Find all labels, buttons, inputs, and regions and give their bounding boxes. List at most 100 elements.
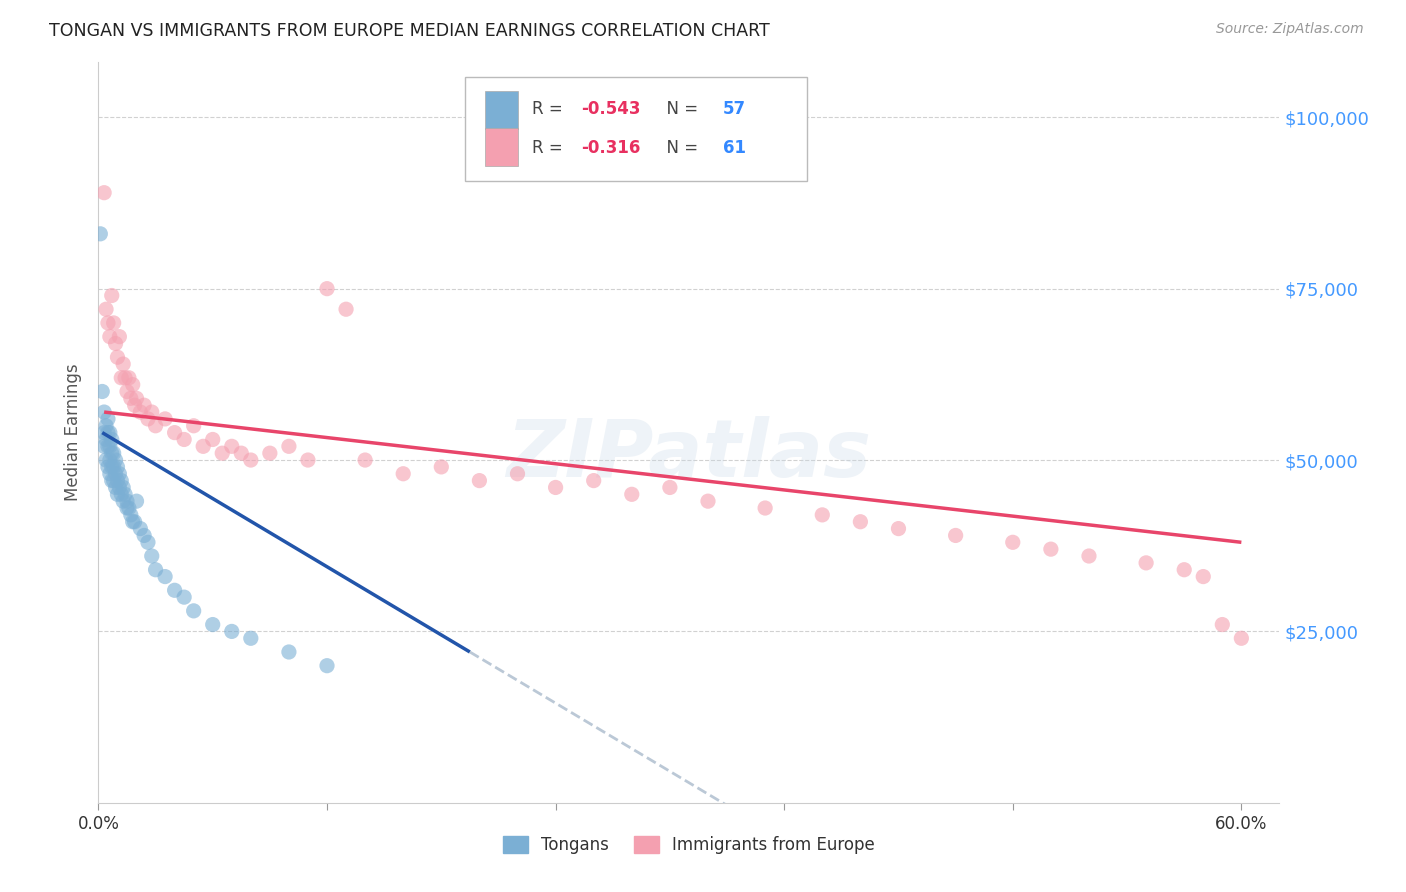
Point bbox=[221, 439, 243, 453]
Point bbox=[201, 433, 224, 447]
Point bbox=[93, 405, 115, 419]
Point bbox=[153, 569, 176, 583]
Point bbox=[129, 405, 152, 419]
Point bbox=[153, 412, 176, 426]
Point bbox=[94, 453, 117, 467]
Point bbox=[754, 501, 776, 516]
FancyBboxPatch shape bbox=[485, 128, 517, 166]
Point bbox=[277, 439, 299, 453]
Point bbox=[141, 405, 163, 419]
Point bbox=[145, 563, 167, 577]
Point bbox=[945, 528, 967, 542]
Point bbox=[114, 371, 136, 385]
Point bbox=[297, 453, 319, 467]
Point bbox=[100, 474, 122, 488]
Point bbox=[163, 583, 186, 598]
Point bbox=[887, 522, 910, 536]
Point bbox=[93, 439, 115, 453]
Point bbox=[118, 371, 141, 385]
Point bbox=[115, 494, 138, 508]
Point bbox=[108, 480, 131, 494]
Point bbox=[134, 398, 156, 412]
Point bbox=[94, 433, 117, 447]
Point bbox=[104, 467, 127, 481]
Point bbox=[697, 494, 720, 508]
Point bbox=[145, 418, 167, 433]
Point bbox=[1135, 556, 1157, 570]
Point bbox=[107, 459, 129, 474]
Point bbox=[259, 446, 281, 460]
Text: 57: 57 bbox=[723, 100, 747, 118]
Point bbox=[582, 474, 605, 488]
Point bbox=[98, 453, 121, 467]
Point bbox=[97, 316, 120, 330]
Point bbox=[107, 350, 129, 364]
Point bbox=[211, 446, 233, 460]
Point bbox=[114, 487, 136, 501]
Point bbox=[1078, 549, 1101, 563]
Point bbox=[124, 515, 146, 529]
Point bbox=[335, 302, 357, 317]
Point bbox=[658, 480, 681, 494]
Point bbox=[1001, 535, 1024, 549]
Point bbox=[239, 632, 262, 646]
Point bbox=[121, 377, 143, 392]
Point bbox=[115, 501, 138, 516]
Point bbox=[173, 433, 195, 447]
Point bbox=[91, 384, 114, 399]
Point bbox=[97, 459, 120, 474]
Point bbox=[98, 467, 121, 481]
Point bbox=[239, 453, 262, 467]
Point bbox=[183, 418, 205, 433]
Point bbox=[141, 549, 163, 563]
Point bbox=[125, 494, 148, 508]
Point bbox=[120, 392, 142, 406]
Point bbox=[112, 357, 135, 371]
Point bbox=[277, 645, 299, 659]
Point bbox=[112, 480, 135, 494]
Point bbox=[94, 418, 117, 433]
Point bbox=[124, 398, 146, 412]
Point bbox=[120, 508, 142, 522]
Point bbox=[183, 604, 205, 618]
Point bbox=[97, 425, 120, 440]
Point bbox=[100, 446, 122, 460]
Point bbox=[136, 535, 159, 549]
Point bbox=[316, 282, 339, 296]
Point bbox=[231, 446, 253, 460]
Point bbox=[173, 590, 195, 604]
Point bbox=[107, 487, 129, 501]
Point bbox=[316, 658, 339, 673]
Text: TONGAN VS IMMIGRANTS FROM EUROPE MEDIAN EARNINGS CORRELATION CHART: TONGAN VS IMMIGRANTS FROM EUROPE MEDIAN … bbox=[49, 22, 770, 40]
Text: R =: R = bbox=[531, 100, 568, 118]
Point bbox=[112, 494, 135, 508]
Point bbox=[103, 316, 125, 330]
Point bbox=[103, 446, 125, 460]
Point bbox=[1039, 542, 1062, 557]
Point bbox=[103, 459, 125, 474]
Text: R =: R = bbox=[531, 138, 568, 157]
Point bbox=[89, 227, 111, 241]
Legend: Tongans, Immigrants from Europe: Tongans, Immigrants from Europe bbox=[496, 830, 882, 861]
Point bbox=[221, 624, 243, 639]
Point bbox=[163, 425, 186, 440]
Point bbox=[110, 487, 132, 501]
Point bbox=[1211, 617, 1233, 632]
Point bbox=[100, 288, 122, 302]
Point bbox=[129, 522, 152, 536]
Point bbox=[100, 433, 122, 447]
Point bbox=[107, 474, 129, 488]
Text: Source: ZipAtlas.com: Source: ZipAtlas.com bbox=[1216, 22, 1364, 37]
Point bbox=[121, 515, 143, 529]
FancyBboxPatch shape bbox=[485, 91, 517, 129]
Point bbox=[110, 371, 132, 385]
Point bbox=[108, 329, 131, 343]
Text: ZIPatlas: ZIPatlas bbox=[506, 416, 872, 494]
Point bbox=[98, 425, 121, 440]
Point bbox=[98, 439, 121, 453]
Point bbox=[94, 302, 117, 317]
Point bbox=[115, 384, 138, 399]
Point bbox=[108, 467, 131, 481]
Point bbox=[97, 412, 120, 426]
Point bbox=[544, 480, 567, 494]
